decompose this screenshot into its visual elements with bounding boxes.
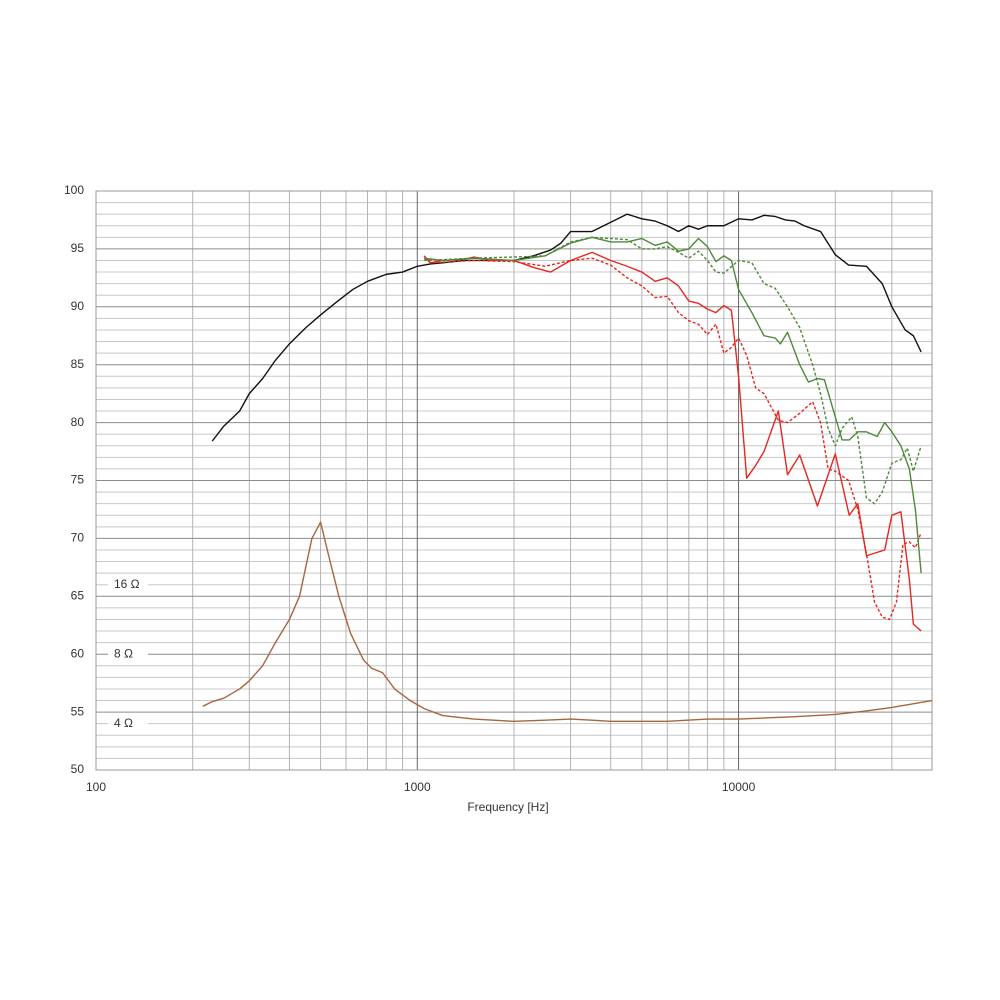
y-tick-label: 65 [71,588,85,602]
annotation-background [108,716,148,731]
y-tick-label: 95 [71,241,85,255]
annotation: 8 Ω [114,646,133,660]
annotation-background [108,577,148,592]
y-tick-label: 80 [71,415,85,429]
annotation: 4 Ω [114,716,133,730]
y-tick-label: 100 [64,183,84,197]
y-tick-label: 85 [71,357,85,371]
y-tick-label: 90 [71,299,85,313]
y-tick-label: 75 [71,473,85,487]
x-tick-label: 10000 [722,780,756,794]
annotation: 16 Ω [114,577,140,591]
series-line [424,236,922,505]
series-line [211,213,922,442]
y-tick-label: 55 [71,704,85,718]
x-tick-label: 100 [86,780,106,794]
y-tick-label: 70 [71,531,85,545]
x-axis-label: Frequency [Hz] [467,800,548,814]
x-tick-label: 1000 [404,780,431,794]
plot-frame [95,190,933,771]
y-tick-label: 60 [71,646,85,660]
series-line [423,257,922,621]
series-line [423,251,922,632]
series-line [424,236,922,574]
annotation-background [108,647,148,662]
series-line [202,521,933,723]
y-tick-label: 50 [71,762,85,776]
